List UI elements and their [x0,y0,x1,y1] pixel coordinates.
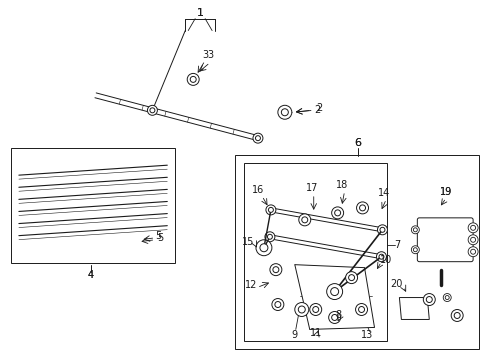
Circle shape [469,225,475,230]
Circle shape [274,302,280,307]
Circle shape [190,76,196,82]
Circle shape [330,288,338,296]
Circle shape [444,296,448,300]
Text: 10: 10 [379,255,391,265]
Text: 12: 12 [244,280,257,289]
Circle shape [467,223,477,233]
Text: 7: 7 [393,240,400,250]
Text: 4: 4 [87,270,94,280]
Circle shape [265,205,275,215]
Text: 4: 4 [87,270,94,280]
Circle shape [410,246,419,254]
Text: 2: 2 [316,103,322,113]
Text: 1: 1 [196,8,203,18]
Text: 11: 11 [309,328,321,338]
Text: 2: 2 [314,105,320,115]
Circle shape [272,267,278,273]
Text: 14: 14 [378,188,390,198]
Circle shape [442,293,450,302]
Text: 13: 13 [361,330,373,341]
Circle shape [255,240,271,256]
Circle shape [150,108,155,113]
Text: 16: 16 [251,185,264,195]
Circle shape [423,293,434,306]
Text: 8: 8 [335,310,341,320]
FancyBboxPatch shape [416,218,472,262]
Circle shape [294,302,308,316]
Circle shape [264,232,274,242]
Circle shape [376,252,386,262]
Text: 20: 20 [389,279,402,289]
Circle shape [260,244,267,252]
Text: 6: 6 [353,138,360,148]
Circle shape [281,109,288,116]
Circle shape [453,312,459,319]
Circle shape [271,298,283,310]
Circle shape [426,297,431,302]
Circle shape [326,284,342,300]
Text: 19: 19 [439,187,451,197]
Circle shape [301,217,307,223]
Circle shape [412,248,416,252]
Circle shape [412,228,416,232]
Circle shape [187,73,199,85]
Circle shape [328,311,340,323]
Circle shape [312,306,318,312]
Circle shape [450,310,462,321]
Text: 19: 19 [439,187,451,197]
Text: 15: 15 [241,237,254,247]
Text: 5: 5 [157,233,163,243]
Circle shape [298,214,310,226]
Circle shape [331,207,343,219]
Circle shape [309,303,321,315]
Circle shape [355,303,367,315]
Circle shape [467,247,477,257]
Circle shape [410,226,419,234]
Circle shape [469,237,475,242]
Circle shape [331,315,337,320]
Circle shape [469,249,475,254]
Text: 3: 3 [206,50,213,60]
Circle shape [356,202,368,214]
Circle shape [298,306,305,313]
Polygon shape [294,265,374,329]
Text: 1: 1 [196,8,203,18]
Circle shape [378,254,383,259]
Circle shape [348,275,354,280]
Text: 9: 9 [291,330,297,341]
Bar [11,148,175,263]
Bar [235,155,478,349]
Circle shape [268,207,273,212]
Circle shape [377,225,386,235]
Circle shape [277,105,291,119]
Circle shape [267,234,272,239]
Circle shape [269,264,281,276]
Text: 5: 5 [155,231,161,241]
Circle shape [147,105,157,115]
Text: 6: 6 [353,138,360,148]
Polygon shape [399,298,428,319]
Text: 17: 17 [305,183,317,193]
Circle shape [358,306,364,312]
Text: 18: 18 [335,180,347,190]
Circle shape [359,205,365,211]
Circle shape [379,227,384,232]
Circle shape [345,272,357,284]
Circle shape [252,133,263,143]
Bar [244,163,386,341]
Circle shape [334,210,340,216]
Circle shape [255,136,260,141]
Circle shape [467,235,477,245]
Text: 3: 3 [202,50,208,60]
